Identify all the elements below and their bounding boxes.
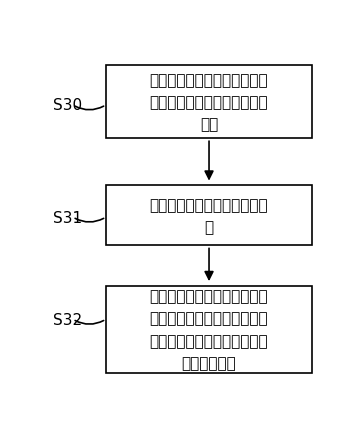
Bar [106, 66, 312, 139]
Text: S32: S32 [53, 312, 82, 327]
Bar [106, 186, 312, 246]
Text: 第一时长后，向压缩机发送第
二启动指令，控制所述压缩机
启动: 第一时长后，向压缩机发送第 二启动指令，控制所述压缩机 启动 [150, 72, 268, 132]
Text: 控制所述压缩机以第一频率运
行: 控制所述压缩机以第一频率运 行 [150, 197, 268, 234]
Bar [106, 286, 312, 373]
Text: S30: S30 [53, 98, 82, 113]
Text: S31: S31 [53, 210, 82, 225]
Text: 第三时长后，将所述压缩机的
运行频率降低至第二频率，控
制所述压缩机以所述第二频率
运行第四时长: 第三时长后，将所述压缩机的 运行频率降低至第二频率，控 制所述压缩机以所述第二频… [150, 289, 268, 370]
